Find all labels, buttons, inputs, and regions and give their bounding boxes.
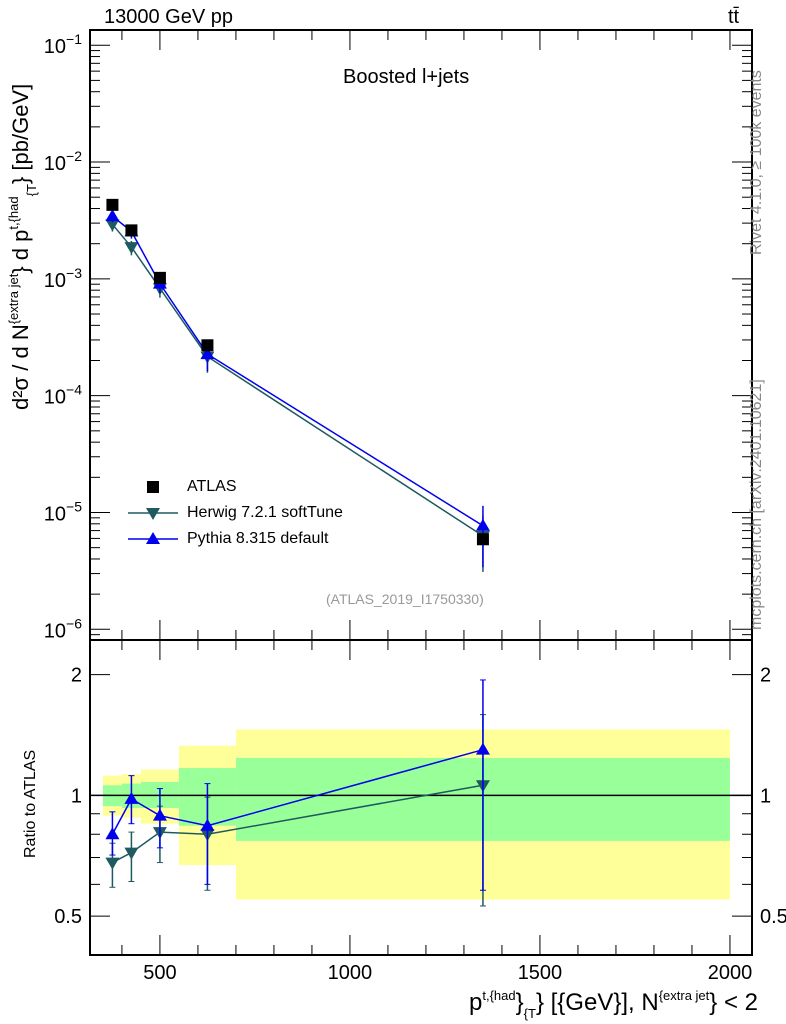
main-point-herwig xyxy=(105,219,120,232)
ratio-y-tick-label-right: 0.5 xyxy=(760,906,786,928)
main-point-atlas xyxy=(106,198,119,211)
main-y-tick-label: 10−3 xyxy=(44,265,82,292)
chart-title: Boosted l+jets xyxy=(343,66,470,88)
ratio-y-tick-label-right: 1 xyxy=(760,785,771,807)
main-point-pythia xyxy=(105,209,120,222)
ratio-y-tick-label-right: 2 xyxy=(760,665,771,687)
x-tick-label: 2000 xyxy=(708,962,753,984)
legend-pythia-label: Pythia 8.315 default xyxy=(187,530,329,547)
main-line-pythia xyxy=(111,215,484,527)
main-point-atlas xyxy=(153,271,166,284)
legend-herwig-label: Herwig 7.2.1 softTune xyxy=(187,504,343,521)
legend-atlas-marker xyxy=(147,481,159,493)
ratio-point xyxy=(475,742,490,755)
main-point-atlas xyxy=(201,339,214,352)
main-y-tick-label: 10−6 xyxy=(44,615,82,642)
legend-pythia-marker xyxy=(146,532,160,544)
ratio-y-tick-label: 2 xyxy=(71,665,82,687)
x-tick-label: 500 xyxy=(143,962,176,984)
main-point-atlas xyxy=(125,224,138,237)
legend-atlas-label: ATLAS xyxy=(187,478,237,495)
analysis-label: (ATLAS_2019_I1750330) xyxy=(326,591,484,607)
process-label: tt̄ xyxy=(728,6,740,28)
ratio-point xyxy=(124,847,139,860)
ratio-point xyxy=(105,857,120,870)
ratio-y-tick-label: 1 xyxy=(71,785,82,807)
y-axis-label-ratio: Ratio to ATLAS xyxy=(22,749,39,858)
ratio-y-tick-label: 0.5 xyxy=(54,906,82,928)
ratio-frame xyxy=(89,639,753,956)
y-axis-label-main: d²σ / d N{extra jet} d pt,{had{T} [pb/Ge… xyxy=(6,83,39,410)
main-y-tick-label: 10−4 xyxy=(44,382,82,409)
ratio-point xyxy=(152,808,167,821)
ratio-point xyxy=(105,827,120,840)
legend-herwig-marker xyxy=(146,508,160,520)
main-y-tick-label: 10−2 xyxy=(44,148,82,175)
mcplots-label: mcplots.cern.ch [arXiv:2401.10621] xyxy=(748,379,765,630)
x-tick-label: 1000 xyxy=(328,962,373,984)
ratio-point xyxy=(200,818,215,831)
main-point-atlas xyxy=(476,533,489,546)
x-tick-label: 1500 xyxy=(518,962,563,984)
main-y-tick-label: 10−5 xyxy=(44,498,82,525)
main-point-pythia xyxy=(200,347,215,360)
main-line-herwig xyxy=(111,223,484,537)
main-point-pythia xyxy=(475,518,490,531)
energy-label: 13000 GeV pp xyxy=(104,6,233,28)
ratio-point xyxy=(124,791,139,804)
x-axis-label: pt,{had}{T} [{GeV}], N{extra jet} < 2 xyxy=(469,988,758,1021)
rivet-label: Rivet 4.1.0, ≥ 100k events xyxy=(748,70,765,255)
main-y-tick-label: 10−1 xyxy=(44,31,82,58)
main-point-herwig xyxy=(124,242,139,255)
main-frame xyxy=(89,29,753,641)
